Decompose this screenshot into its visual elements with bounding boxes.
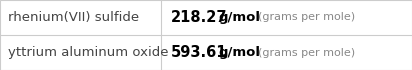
Text: 593.61: 593.61 [171,45,227,60]
Text: (grams per mole): (grams per mole) [258,13,355,22]
Text: yttrium aluminum oxide: yttrium aluminum oxide [8,46,169,59]
Text: rhenium(VII) sulfide: rhenium(VII) sulfide [8,11,139,24]
Text: 218.27: 218.27 [171,10,227,25]
Text: (grams per mole): (grams per mole) [258,48,355,57]
Text: g/mol: g/mol [218,11,260,24]
Text: g/mol: g/mol [218,46,260,59]
